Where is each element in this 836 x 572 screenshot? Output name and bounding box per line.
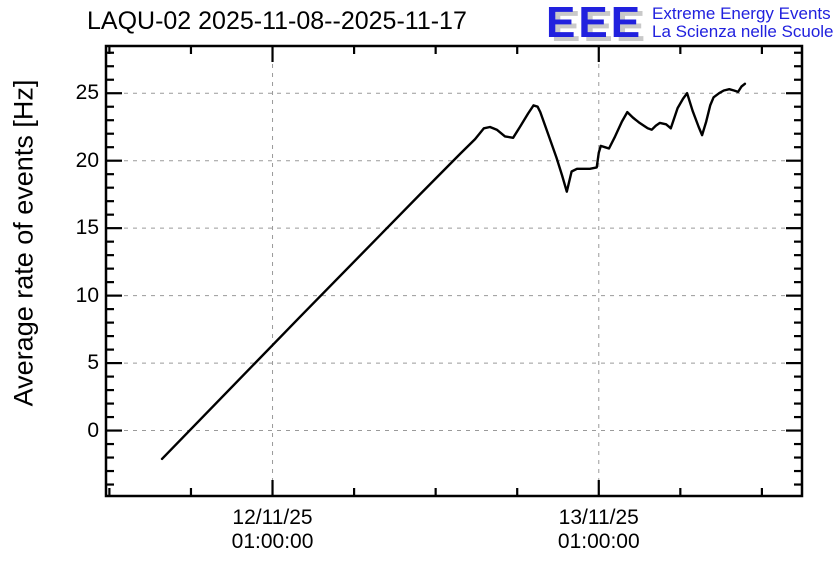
y-tick-label: 5 [87,351,99,375]
x-tick-label-line: 01:00:00 [557,530,640,553]
plot-title: LAQU-02 2025-11-08--2025-11-17 [87,7,467,35]
eee-logo: EEE Extreme Energy Events La Scienza nel… [546,0,834,47]
x-tick-label-line: 01:00:00 [231,530,314,553]
y-tick-label: 0 [87,418,99,442]
x-tick-label-line: 13/11/25 [558,506,639,529]
plot-frame [104,44,804,498]
y-tick-label: 20 [75,148,99,172]
eee-logo-line1: Extreme Energy Events [652,4,831,23]
rate-curve [160,82,747,461]
x-tick-label: 13/11/25 01:00:00 [529,506,669,554]
y-tick-label: 10 [75,283,99,307]
x-tick-label: 12/11/25 01:00:00 [203,506,343,554]
y-tick-label: 15 [75,216,99,240]
eee-logo-line2: La Scienza nelle Scuole [652,22,834,41]
x-tick-label-line: 12/11/25 [232,506,313,529]
eee-logo-acronym: EEE [546,0,644,47]
y-tick-label: 25 [75,81,99,105]
eee-logo-text: Extreme Energy Events La Scienza nelle S… [652,5,833,41]
